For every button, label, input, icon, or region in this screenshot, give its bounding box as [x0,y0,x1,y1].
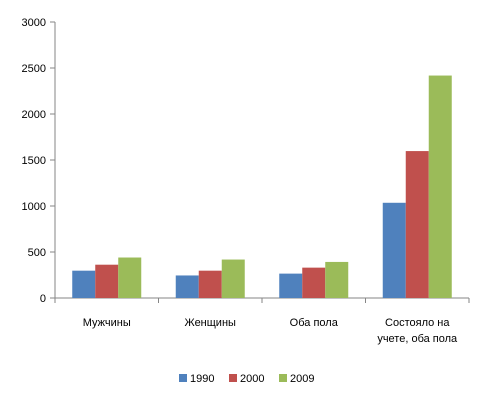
x-category-label: Состояло на [385,317,450,329]
bar-1990-1 [72,270,96,298]
bar-1990-3 [279,273,303,298]
legend-swatch-2009 [279,374,287,382]
y-axis-ticks: 0 500 1000 1500 2000 2500 3000 [22,17,55,305]
bar-2000-2 [198,270,222,298]
y-tick-label: 3000 [22,17,46,29]
bar-2009-1 [118,257,142,298]
y-tick-label: 1000 [22,201,46,213]
y-tick-label: 2500 [22,63,46,75]
legend-swatch-1990 [179,374,187,382]
x-category-label: Оба пола [290,317,339,329]
bar-series [72,75,452,298]
x-axis-ticks [54,298,470,303]
x-category-label: учете, оба пола [377,333,458,345]
legend-swatch-2000 [229,374,237,382]
bar-1990-4 [382,202,406,298]
x-category-label: Женщины [185,317,236,329]
bar-2009-2 [221,259,245,298]
legend-label-2000: 2000 [240,373,264,385]
y-tick-label: 0 [40,293,46,305]
bar-2000-1 [95,264,119,298]
x-axis-labels: Мужчины Женщины Оба пола Состояло на учете, … [83,317,458,345]
y-tick-label: 2000 [22,109,46,121]
legend: 1990 2000 2009 [179,373,314,385]
legend-label-2009: 2009 [290,373,314,385]
bar-2000-4 [405,151,429,298]
bar-2009-4 [428,75,452,298]
x-category-label: Мужчины [83,317,131,329]
y-tick-label: 1500 [22,155,46,167]
bar-2009-3 [325,261,349,298]
bar-2000-3 [302,267,326,298]
y-tick-label: 500 [28,247,46,259]
legend-label-1990: 1990 [190,373,214,385]
bar-1990-2 [175,275,199,298]
